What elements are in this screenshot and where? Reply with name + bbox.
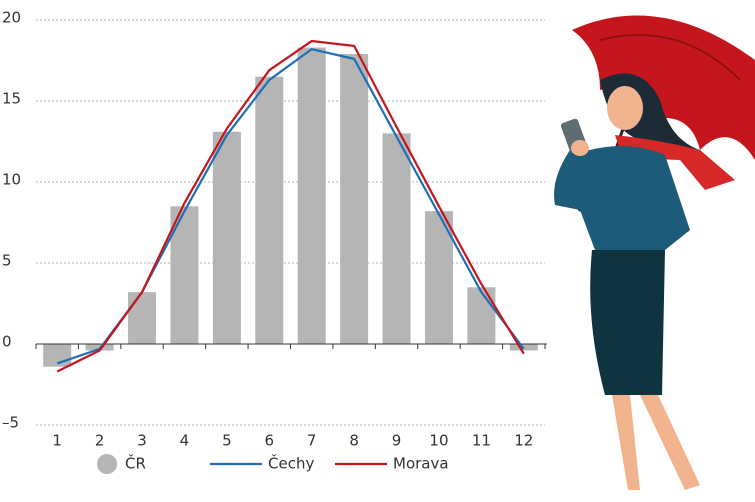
x-tick-label: 6	[265, 432, 275, 450]
x-tick-label: 12	[514, 432, 533, 450]
line	[56, 39, 525, 373]
illustration	[554, 15, 755, 490]
x-tick-label: 10	[429, 432, 448, 450]
x-tick-label: 7	[307, 432, 317, 450]
y-tick-label: 5	[2, 252, 12, 270]
bar	[467, 287, 496, 344]
bar	[297, 47, 326, 344]
x-tick-label: 8	[349, 432, 359, 450]
bar	[170, 206, 199, 344]
y-tick-label: 20	[2, 9, 21, 27]
x-tick-label: 5	[222, 432, 232, 450]
y-tick-label: 15	[2, 90, 21, 108]
bar	[128, 292, 157, 344]
y-tick-label: 0	[2, 333, 12, 351]
legend-label: Čechy	[268, 454, 314, 473]
legend-label: Morava	[393, 455, 449, 473]
y-tick-label: –5	[2, 414, 19, 432]
legend-marker	[97, 454, 117, 474]
line	[56, 47, 525, 365]
x-tick-label: 4	[180, 432, 190, 450]
y-tick-label: 10	[2, 171, 21, 189]
x-tick-label: 3	[137, 432, 147, 450]
bar	[382, 133, 411, 344]
bar	[255, 76, 284, 344]
bar	[340, 54, 369, 345]
legend-label: ČR	[125, 454, 146, 473]
x-tick-label: 1	[52, 432, 62, 450]
x-tick-label: 9	[392, 432, 402, 450]
x-tick-label: 11	[472, 432, 491, 450]
bar	[212, 131, 241, 344]
x-tick-label: 2	[95, 432, 105, 450]
